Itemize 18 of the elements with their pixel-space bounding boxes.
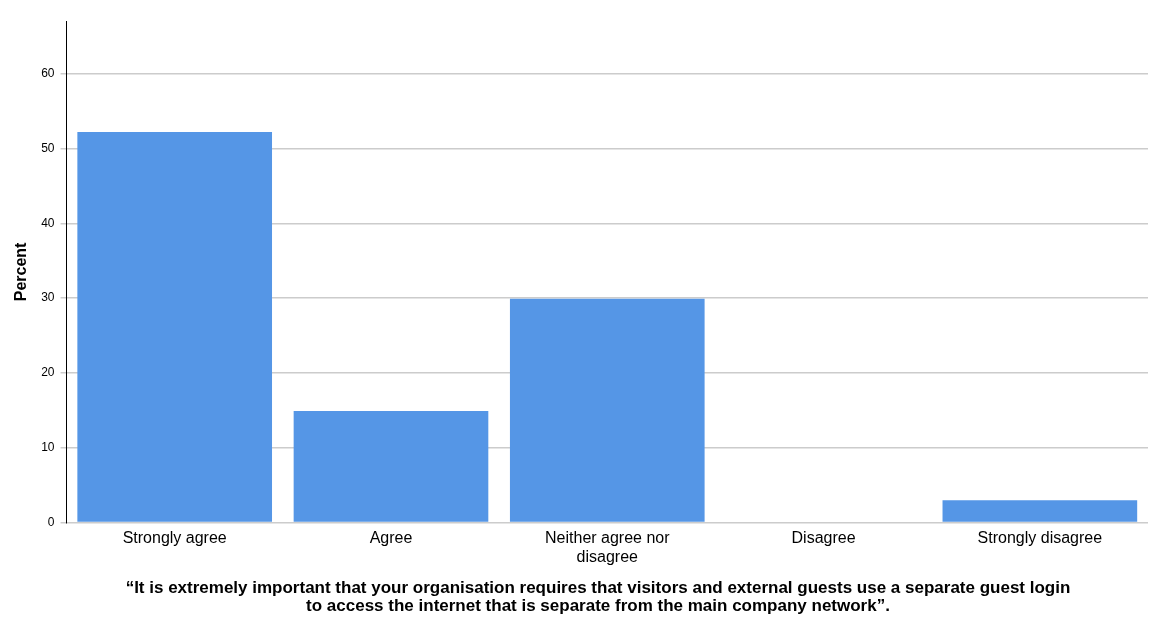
x-axis-title: “It is extremely important that your organisation requires that visitors and external guests use a separate guest login to access the internet that is separate from the main company network”. bbox=[124, 578, 1072, 615]
x-tick-label: Strongly disagree bbox=[977, 528, 1103, 546]
y-tick-label: 60 bbox=[41, 65, 55, 80]
x-tick-label: Strongly agree bbox=[122, 528, 227, 546]
x-tick-label: Agree bbox=[369, 528, 413, 546]
y-tick-label: 0 bbox=[47, 514, 55, 529]
y-tick-label: 50 bbox=[41, 140, 55, 155]
y-tick-label: 10 bbox=[41, 440, 55, 455]
bar bbox=[293, 411, 489, 522]
bar bbox=[942, 500, 1138, 522]
y-tick-label: 40 bbox=[41, 215, 55, 230]
bar bbox=[77, 131, 273, 522]
y-tick-label: 20 bbox=[41, 365, 55, 380]
x-tick-label: Disagree bbox=[791, 528, 856, 546]
x-tick-label: Neither agree nor disagree bbox=[545, 528, 671, 565]
y-axis-title: Percent bbox=[12, 241, 30, 302]
bar bbox=[509, 298, 705, 522]
y-tick-label: 30 bbox=[41, 290, 55, 305]
